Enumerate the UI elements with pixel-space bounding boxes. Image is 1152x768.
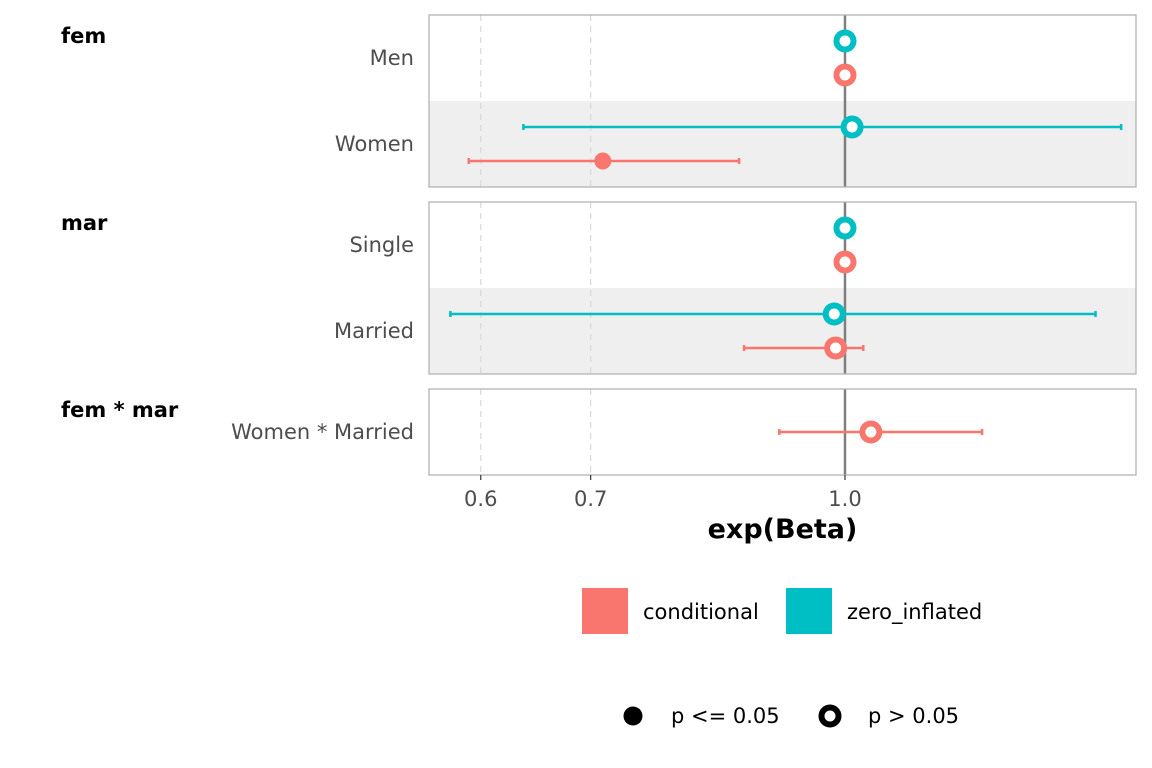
legend-key-conditional xyxy=(582,588,628,634)
panel-border xyxy=(428,388,1137,476)
estimate-point xyxy=(822,302,846,326)
estimate-point xyxy=(824,336,848,360)
x-tick-label: 0.6 xyxy=(464,487,497,511)
estimate-point xyxy=(840,115,864,139)
legend-key-filled xyxy=(623,706,643,726)
term-label: Single xyxy=(349,233,414,257)
term-label: Women xyxy=(335,132,414,156)
term-label: Married xyxy=(334,319,414,343)
estimate-point xyxy=(594,152,612,170)
estimate-point xyxy=(833,63,857,87)
group-label: mar xyxy=(61,211,108,235)
estimate-point xyxy=(833,250,857,274)
estimate-point xyxy=(833,216,857,240)
legend-label: zero_inflated xyxy=(847,600,982,625)
estimate-point xyxy=(833,29,857,53)
group-label: fem xyxy=(61,24,106,48)
row-band xyxy=(429,101,1136,187)
estimate-point xyxy=(859,420,883,444)
legend-key-hollow xyxy=(818,704,842,728)
term-label: Men xyxy=(370,46,414,70)
x-axis-title: exp(Beta) xyxy=(708,514,858,545)
group-label: fem * mar xyxy=(61,398,179,422)
panel-border xyxy=(428,201,1137,375)
x-tick-label: 0.7 xyxy=(574,487,607,511)
panel-border xyxy=(428,14,1137,188)
term-label: Women * Married xyxy=(231,420,414,444)
legend-label: conditional xyxy=(643,600,759,624)
legend-key-zero-inflated xyxy=(786,588,832,634)
row-band xyxy=(429,288,1136,374)
legend-label: p > 0.05 xyxy=(868,704,959,728)
legend-label: p <= 0.05 xyxy=(671,704,780,728)
x-tick-label: 1.0 xyxy=(828,487,861,511)
